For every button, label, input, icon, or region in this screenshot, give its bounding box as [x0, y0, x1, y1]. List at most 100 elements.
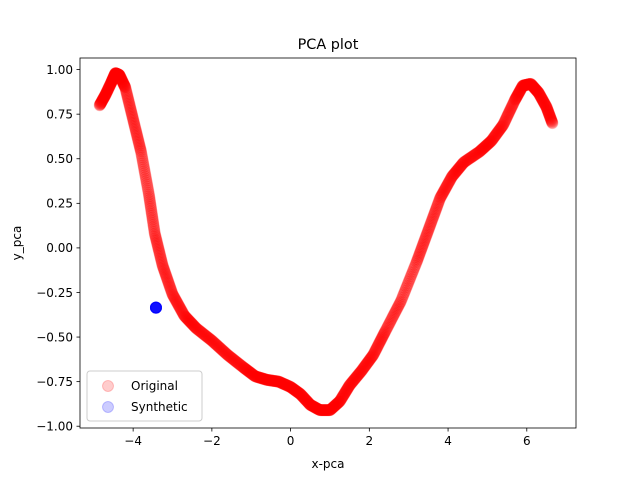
original-point [130, 128, 143, 141]
original-point [361, 356, 374, 369]
original-point [504, 104, 517, 117]
original-point [484, 135, 497, 148]
original-point [128, 120, 141, 133]
original-point [184, 315, 197, 328]
original-point [284, 380, 297, 393]
original-point [328, 399, 341, 412]
original-point [506, 98, 519, 111]
original-point [116, 74, 129, 87]
original-point [376, 329, 389, 342]
original-point [405, 268, 418, 281]
original-point [262, 374, 275, 387]
original-point [215, 343, 228, 356]
original-point [308, 401, 321, 414]
original-point [137, 157, 150, 170]
original-point [117, 78, 130, 91]
original-point [451, 163, 464, 176]
original-point [324, 403, 337, 416]
original-point [282, 380, 295, 393]
original-point [357, 362, 370, 375]
original-point [544, 111, 557, 124]
original-point [161, 272, 174, 285]
original-point [396, 290, 409, 303]
original-point [143, 193, 156, 206]
original-point [243, 365, 256, 378]
original-point [104, 78, 117, 91]
original-point [527, 81, 540, 94]
original-point [97, 91, 110, 104]
original-point [102, 82, 115, 95]
original-point [422, 224, 435, 237]
original-point [322, 404, 335, 417]
original-point [459, 155, 472, 168]
original-point [122, 93, 135, 106]
original-point [452, 162, 465, 175]
original-point [418, 234, 431, 247]
original-point [105, 76, 118, 89]
original-point [135, 149, 148, 162]
original-point [311, 402, 324, 415]
original-point [163, 279, 176, 292]
original-point [98, 90, 111, 103]
original-point [108, 69, 121, 82]
original-point [524, 78, 537, 91]
original-point [414, 245, 427, 258]
original-point [148, 225, 161, 238]
original-point [494, 122, 507, 135]
original-point [99, 89, 112, 102]
original-point [139, 168, 152, 181]
original-point [246, 368, 259, 381]
original-point [146, 213, 159, 226]
original-point [254, 371, 267, 384]
original-point [145, 208, 158, 221]
original-point [317, 404, 330, 417]
original-point [127, 116, 140, 129]
original-point [276, 377, 289, 390]
original-point [468, 149, 481, 162]
original-point [100, 86, 113, 99]
original-point [155, 256, 168, 269]
original-point [407, 263, 420, 276]
original-point [369, 343, 382, 356]
original-point [488, 130, 501, 143]
original-point [155, 255, 168, 268]
y-tick-label: −0.25 [36, 286, 73, 300]
original-point [345, 377, 358, 390]
original-point [504, 102, 517, 115]
original-point [165, 284, 178, 297]
original-point [219, 346, 232, 359]
original-point [145, 204, 158, 217]
original-point [241, 364, 254, 377]
synthetic-point [149, 301, 162, 314]
original-point [498, 115, 511, 128]
original-point [233, 357, 246, 370]
original-point [337, 389, 350, 402]
original-point [440, 180, 453, 193]
original-point [260, 373, 273, 386]
original-point [177, 307, 190, 320]
original-point [397, 288, 410, 301]
original-point [118, 79, 131, 92]
original-point [443, 175, 456, 188]
original-point [483, 136, 496, 149]
original-point [332, 396, 345, 409]
original-point [122, 96, 135, 109]
original-point [535, 91, 548, 104]
original-point [326, 402, 339, 415]
original-point [152, 243, 165, 256]
original-point [167, 289, 180, 302]
original-point [172, 298, 185, 311]
original-point [184, 316, 197, 329]
original-point [130, 126, 143, 139]
original-point [125, 107, 138, 120]
synthetic-point [149, 301, 162, 314]
original-point [360, 358, 373, 371]
original-point [360, 357, 373, 370]
original-point [159, 268, 172, 281]
original-point [460, 154, 473, 167]
original-point [446, 169, 459, 182]
original-point [157, 262, 170, 275]
original-point [442, 176, 455, 189]
original-point [113, 69, 126, 82]
original-point [189, 321, 202, 334]
